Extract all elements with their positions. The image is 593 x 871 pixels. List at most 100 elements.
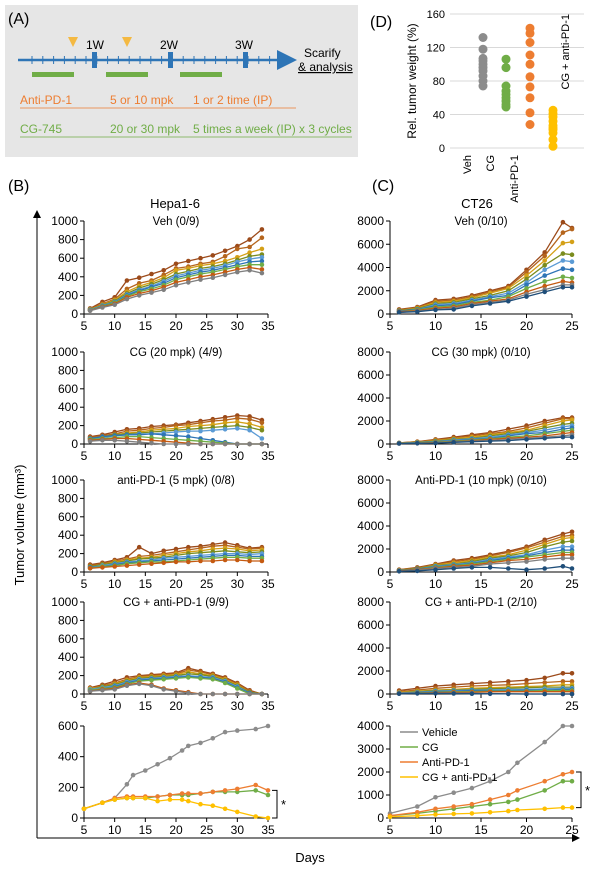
data-point [524,677,529,683]
chart-xtick-label: 20 [520,319,534,333]
data-point [451,790,457,795]
chart-ytick-label: 2000 [357,765,384,779]
data-point [81,806,87,812]
chart-xtick-label: 10 [429,699,443,713]
data-point [247,558,252,564]
chart-ytick-label: 6000 [357,618,384,632]
data-point [560,251,566,256]
chart-ytick-label: 400 [58,528,78,542]
data-point [433,806,438,812]
data-point [124,438,130,444]
data-point [542,258,547,263]
chart-xtick-label: 30 [231,577,245,591]
data-point [173,688,179,694]
data-point [469,811,475,816]
panel-d-point [525,72,535,82]
chart-xtick-label: 20 [169,699,183,713]
data-point [433,691,438,696]
chart-xtick-label: 10 [429,577,443,591]
chart-ytick-label: 0 [377,811,384,825]
chart-ytick-label: 2000 [357,414,384,428]
data-point [469,691,475,696]
data-point [259,267,265,272]
data-point [186,743,191,749]
chart-ytick-label: 6000 [357,368,384,382]
chart-xtick-label: 10 [108,823,122,837]
data-point [487,810,493,815]
chart-xtick-label: 35 [261,449,275,463]
data-point [149,683,154,688]
panel-d-point [525,82,535,92]
data-point [222,691,228,697]
data-point [542,788,547,793]
data-point [487,438,493,444]
antipd1-dose-marker-2 [122,37,132,47]
data-point [560,418,566,424]
chart-title: CG + anti-PD-1 (9/9) [123,597,229,609]
data-point [569,566,575,571]
data-point [222,427,228,432]
data-point [387,814,393,820]
data-point [247,421,252,427]
data-point [560,691,566,697]
chart-xtick-label: 10 [108,699,122,713]
data-point [506,691,511,697]
week-label-3: 3W [235,38,254,52]
data-point [247,427,252,433]
chart-ytick-label: 400 [58,400,78,414]
panel-d-ytick-label: 80 [433,76,445,88]
data-point [569,805,575,810]
chart-B-cg: 0 200 400 600 800 1000 5 10 15 20 25 30 35 CG (20 mpk… [51,345,275,463]
data-point [569,671,575,676]
data-point [524,269,529,275]
chart-xtick-label: 20 [520,823,534,837]
chart-ytick-label: 200 [58,547,78,561]
data-point [469,565,475,570]
data-point [265,792,271,798]
chart-B-veh: 0 200 400 600 800 1000 5 10 15 20 25 30 35 Veh (0/9) [51,214,275,333]
data-point [87,308,93,314]
chart-ytick-label: 800 [58,491,78,505]
chart-ytick-label: 600 [58,632,78,646]
data-point [524,559,529,564]
data-point [569,535,575,540]
chart-ytick-label: 6000 [357,237,384,251]
data-point [112,438,117,443]
data-point [198,441,203,447]
data-point [186,280,191,285]
data-point [173,441,179,447]
chart-xtick-label: 10 [429,319,443,333]
data-point [210,789,216,795]
chart-xtick-label: 15 [474,449,488,463]
data-point [161,441,166,447]
data-point [560,544,566,549]
data-point [542,279,547,284]
data-point [149,431,154,437]
data-point [560,555,566,561]
data-point [259,427,265,433]
data-point [253,782,258,788]
data-point [173,559,179,565]
chart-xtick-label: 5 [81,699,88,713]
data-point [186,258,191,264]
data-point [155,762,160,767]
panel-d-point [478,44,488,54]
chart-ytick-label: 400 [58,270,78,284]
data-point [100,688,105,693]
chart-xtick-label: 20 [520,699,534,713]
week-marker-1 [92,52,97,68]
chart-ytick-label: 200 [58,419,78,433]
data-point [542,273,547,278]
data-point [265,815,271,821]
data-point [569,679,575,684]
panel-a-label: (A) [8,11,29,28]
data-point [186,798,191,804]
chart-ytick-label: 1000 [51,345,78,359]
chart-xtick-label: 5 [387,577,394,591]
chart-C-combo: 0 2000 4000 6000 8000 5 10 15 20 25 CG + anti-PD-1… [357,595,579,713]
significance-bracket [576,771,582,809]
data-point [560,536,566,541]
data-point [569,555,575,561]
data-point [396,441,402,446]
chart-title: Veh (0/10) [454,216,507,228]
